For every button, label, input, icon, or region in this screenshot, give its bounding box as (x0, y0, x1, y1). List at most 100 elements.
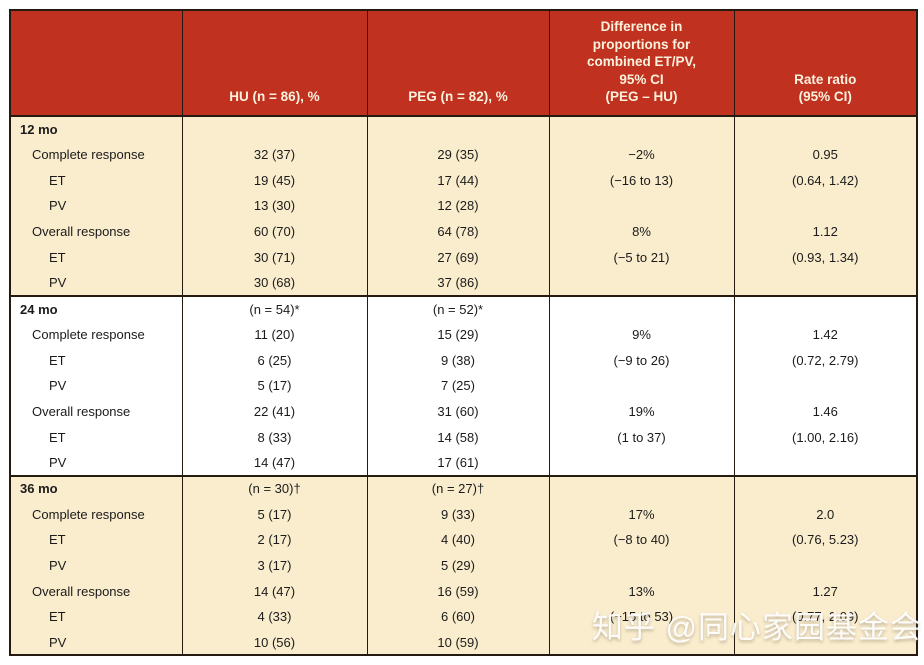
rate-ratio-value: (0.77, 2.09) (733, 604, 917, 630)
data-row: Overall response 22 (41) 31 (60) 19% 1.46 (10, 398, 917, 425)
data-row: Complete response 32 (37) 29 (35) −2% 0.95 (10, 141, 917, 168)
row-label: ET (10, 527, 182, 553)
peg-value: 10 (59) (366, 629, 549, 656)
data-row: PV 5 (17) 7 (25) (10, 372, 917, 399)
rate-ratio-value: 1.42 (733, 321, 917, 348)
rate-ratio-value (733, 552, 917, 579)
difference-value: −2% (548, 141, 734, 168)
peg-value: 14 (58) (366, 424, 549, 450)
hu-value: 14 (47) (181, 578, 367, 605)
hu-value: 5 (17) (181, 501, 367, 527)
row-label: Complete response (10, 141, 182, 168)
peg-sample-note: (n = 52)* (366, 294, 549, 322)
rate-ratio-value (733, 270, 917, 296)
rate-ratio-empty-cell (733, 294, 917, 322)
rate-ratio-value: (0.64, 1.42) (733, 167, 917, 194)
peg-value: 31 (60) (366, 398, 549, 425)
hu-value: 19 (45) (181, 167, 367, 194)
rate-ratio-empty-cell (733, 474, 917, 502)
row-label: Overall response (10, 218, 182, 245)
row-label: PV (10, 193, 182, 219)
peg-value: 9 (38) (366, 347, 549, 373)
row-label: ET (10, 167, 182, 194)
row-label: Overall response (10, 398, 182, 425)
row-label: ET (10, 244, 182, 271)
peg-value: 37 (86) (366, 270, 549, 296)
rate-ratio-value: 1.27 (733, 578, 917, 605)
header-rate-ratio-column: Rate ratio (95% CI) (733, 10, 917, 116)
rate-ratio-value: (0.93, 1.34) (733, 244, 917, 271)
header-empty-cell (10, 10, 182, 116)
hu-value: 10 (56) (181, 629, 367, 656)
section-header-row: 36 mo (n = 30)† (n = 27)† (10, 474, 917, 502)
header-row: HU (n = 86), % PEG (n = 82), % Differenc… (10, 10, 917, 116)
difference-value: (−9 to 26) (548, 347, 734, 373)
data-row: PV 3 (17) 5 (29) (10, 552, 917, 579)
hu-value: 13 (30) (181, 193, 367, 219)
data-row: ET 2 (17) 4 (40) (−8 to 40) (0.76, 5.23) (10, 527, 917, 553)
hu-sample-note: (n = 30)† (181, 474, 367, 502)
difference-empty-cell (548, 474, 734, 502)
peg-value: 5 (29) (366, 552, 549, 579)
difference-value: (−5 to 21) (548, 244, 734, 271)
table-body: 12 mo Complete response 32 (37) 29 (35) −2% 0… (10, 115, 917, 656)
difference-value (548, 372, 734, 399)
row-label: PV (10, 552, 182, 579)
peg-value: 29 (35) (366, 141, 549, 168)
row-label: ET (10, 424, 182, 450)
difference-empty-cell (548, 115, 734, 142)
header-peg-column: PEG (n = 82), % (366, 10, 549, 116)
data-row: Complete response 5 (17) 9 (33) 17% 2.0 (10, 501, 917, 527)
hu-value: 14 (47) (181, 449, 367, 476)
peg-value: 12 (28) (366, 193, 549, 219)
rate-ratio-value: (0.76, 5.23) (733, 527, 917, 553)
difference-empty-cell (548, 294, 734, 322)
data-row: Overall response 14 (47) 16 (59) 13% 1.27 (10, 578, 917, 605)
row-label: PV (10, 449, 182, 476)
row-label: PV (10, 270, 182, 296)
row-label: ET (10, 347, 182, 373)
header-difference-column: Difference in proportions for combined E… (548, 10, 734, 116)
hu-value: 3 (17) (181, 552, 367, 579)
difference-value: (−8 to 40) (548, 527, 734, 553)
difference-value: 19% (548, 398, 734, 425)
data-row: PV 13 (30) 12 (28) (10, 193, 917, 219)
hu-value: 2 (17) (181, 527, 367, 553)
zhihu-watermark: 知乎 @同心家园基金会 (591, 610, 922, 645)
difference-value: (1 to 37) (548, 424, 734, 450)
difference-value: 8% (548, 218, 734, 245)
data-row: Complete response 11 (20) 15 (29) 9% 1.42 (10, 321, 917, 348)
hu-value: 32 (37) (181, 141, 367, 168)
rate-ratio-value (733, 372, 917, 399)
peg-value: 7 (25) (366, 372, 549, 399)
data-row: ET 19 (45) 17 (44) (−16 to 13) (0.64, 1.42) (10, 167, 917, 194)
row-label: Complete response (10, 321, 182, 348)
rate-ratio-value: (1.00, 2.16) (733, 424, 917, 450)
difference-value: 17% (548, 501, 734, 527)
data-row: PV 14 (47) 17 (61) (10, 449, 917, 476)
difference-value (548, 629, 734, 656)
peg-value: 27 (69) (366, 244, 549, 271)
row-label: PV (10, 629, 182, 656)
data-row: ET 30 (71) 27 (69) (−5 to 21) (0.93, 1.34) (10, 244, 917, 271)
section-period-label: 36 mo (10, 474, 182, 502)
rate-ratio-value (733, 629, 917, 656)
hu-value: 30 (68) (181, 270, 367, 296)
data-row: Overall response 60 (70) 64 (78) 8% 1.12 (10, 218, 917, 245)
hu-value: 5 (17) (181, 372, 367, 399)
row-label: PV (10, 372, 182, 399)
peg-value: 4 (40) (366, 527, 549, 553)
table-header: HU (n = 86), % PEG (n = 82), % Differenc… (10, 10, 917, 116)
peg-value: 6 (60) (366, 604, 549, 630)
difference-value: 13% (548, 578, 734, 605)
hu-value: 22 (41) (181, 398, 367, 425)
rate-ratio-empty-cell (733, 115, 917, 142)
data-row: ET 8 (33) 14 (58) (1 to 37) (1.00, 2.16) (10, 424, 917, 450)
rate-ratio-value: 1.46 (733, 398, 917, 425)
difference-value: (−15 to 53) (548, 604, 734, 630)
peg-value: 17 (44) (366, 167, 549, 194)
row-label: ET (10, 604, 182, 630)
difference-value (548, 449, 734, 476)
hu-sample-note: (n = 54)* (181, 294, 367, 322)
